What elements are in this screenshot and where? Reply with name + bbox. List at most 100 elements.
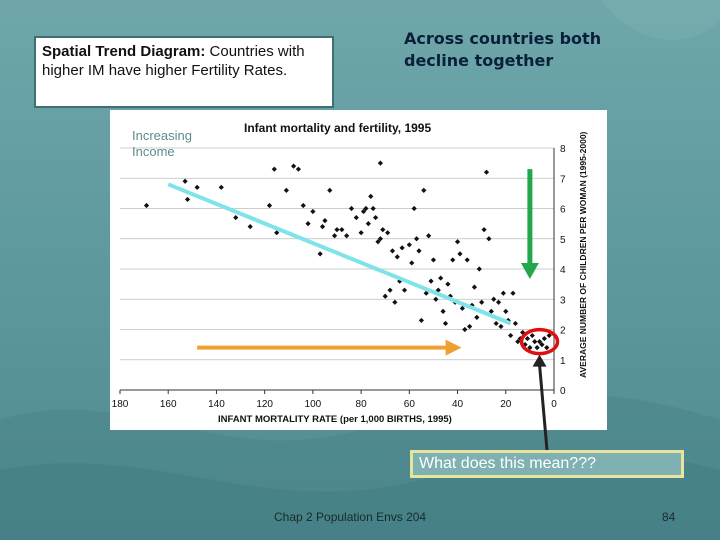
scatter-point (454, 239, 461, 245)
scatter-point (430, 257, 437, 263)
scatter-point (522, 342, 528, 348)
y-tick-label: 2 (560, 326, 566, 337)
scatter-point (372, 214, 379, 221)
y-tick-label: 7 (560, 174, 566, 185)
highlight-ellipse (519, 327, 560, 356)
scatter-point (433, 296, 439, 302)
scatter-point (300, 202, 306, 209)
scatter-point (377, 160, 383, 166)
y-tick-label: 0 (560, 386, 566, 397)
scatter-point (327, 187, 333, 193)
scatter-point (401, 287, 408, 293)
scatter-point (377, 236, 383, 242)
scatter-point (493, 320, 499, 327)
x-tick-label: 120 (256, 399, 273, 410)
increasing-income-label: Increasing Income (132, 128, 192, 159)
scatter-point (233, 214, 239, 221)
scatter-point (467, 323, 473, 330)
scatter-point (450, 257, 456, 263)
scatter-point (194, 184, 200, 190)
scatter-point (218, 184, 224, 190)
x-tick-label: 20 (500, 399, 512, 410)
scatter-point (512, 320, 519, 327)
scatter-point (143, 202, 150, 209)
callout-bold: Spatial Trend Diagram: (42, 43, 206, 60)
scatter-point (546, 332, 552, 339)
scatter-point (266, 202, 273, 209)
scatter-chart: 0 1 2 3 4 5 6 7 8 180 160 140 120 100 80 60 40 20 0 Infant… (112, 121, 588, 425)
scatter-point (358, 230, 364, 236)
scatter-point (392, 299, 398, 305)
scatter-point (310, 208, 316, 215)
scatter-point (539, 342, 545, 348)
scatter-point (387, 287, 393, 293)
chart-title: Infant mortality and fertility, 1995 (244, 121, 431, 135)
scatter-point (182, 178, 188, 184)
scatter-point (527, 345, 533, 351)
trend-line (167, 182, 512, 326)
scatter-point (291, 163, 297, 169)
scatter-point (334, 227, 340, 233)
scatter-point (541, 335, 547, 342)
scatter-point (491, 296, 497, 302)
scatter-point (317, 251, 323, 257)
scatter-point (421, 187, 427, 193)
scatter-point (382, 293, 388, 299)
scatter-point (353, 214, 359, 221)
x-tick-label: 180 (112, 399, 129, 410)
scatter-point (495, 299, 502, 305)
scatter-point (389, 248, 396, 254)
scatter-point (413, 236, 420, 242)
scatter-point (445, 281, 451, 287)
scatter-point (339, 227, 345, 233)
scatter-point (411, 205, 417, 212)
scatter-point (457, 251, 463, 257)
scatter-point (529, 332, 535, 339)
y-tick-label: 4 (560, 265, 566, 276)
scatter-point (520, 329, 526, 336)
scatter-point (471, 284, 478, 290)
scatter-point (440, 308, 446, 314)
y-tick-label: 5 (560, 235, 566, 246)
scatter-point (474, 314, 480, 320)
scatter-point (305, 221, 311, 227)
x-tick-label: 140 (208, 399, 225, 410)
scatter-point (503, 308, 509, 314)
scatter-point (385, 230, 391, 236)
scatter-point (544, 345, 550, 351)
x-tick-label: 80 (356, 399, 368, 410)
scatter-point (515, 339, 521, 345)
scatter-point (486, 236, 492, 242)
scatter-point (459, 305, 465, 311)
scatter-point (534, 345, 540, 351)
scatter-point (322, 218, 328, 224)
scatter-point (418, 317, 424, 324)
scatter-point (483, 169, 490, 175)
scatter-point (271, 166, 277, 172)
scatter-point (464, 257, 470, 263)
question-box: What does this mean??? (410, 450, 684, 478)
scatter-point (442, 320, 449, 327)
scatter-point (380, 227, 386, 233)
callout-text: Countries with higher IM have higher Fer… (42, 43, 305, 79)
x-tick-label: 100 (305, 399, 322, 410)
x-tick-label: 0 (551, 399, 557, 410)
scatter-point (479, 299, 485, 305)
chart-panel: 0 1 2 3 4 5 6 7 8 180 160 140 120 100 80 60 40 20 0 Infant… (110, 110, 607, 430)
trend-callout: Spatial Trend Diagram: Countries with hi… (34, 36, 334, 108)
scatter-point (344, 233, 350, 239)
scatter-point (247, 224, 253, 230)
scatter-point (409, 260, 415, 266)
scatter-point (524, 335, 531, 342)
scatter-point (508, 332, 514, 339)
scatter-point (375, 239, 381, 245)
y-tick-label: 3 (560, 295, 566, 306)
scatter-point (428, 278, 434, 284)
scatter-point (426, 233, 432, 239)
page-number: 84 (662, 510, 676, 524)
scatter-point (476, 266, 482, 272)
scatter-point (423, 290, 429, 296)
scatter-point (481, 227, 487, 233)
scatter-point (399, 245, 405, 251)
y-axis-label: AVERAGE NUMBER OF CHILDREN PER WOMAN (19… (578, 131, 588, 378)
